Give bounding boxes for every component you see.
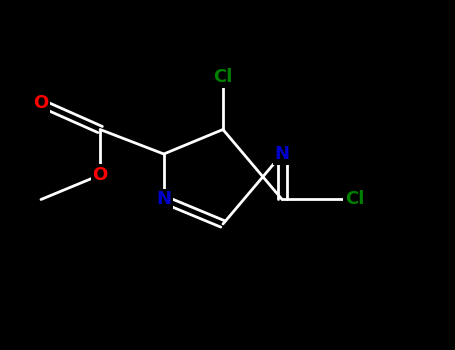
Text: N: N [157,190,171,209]
Text: O: O [33,94,49,112]
Text: Cl: Cl [213,68,233,86]
Text: N: N [275,145,289,163]
Text: Cl: Cl [345,190,364,209]
Text: O: O [92,166,108,184]
